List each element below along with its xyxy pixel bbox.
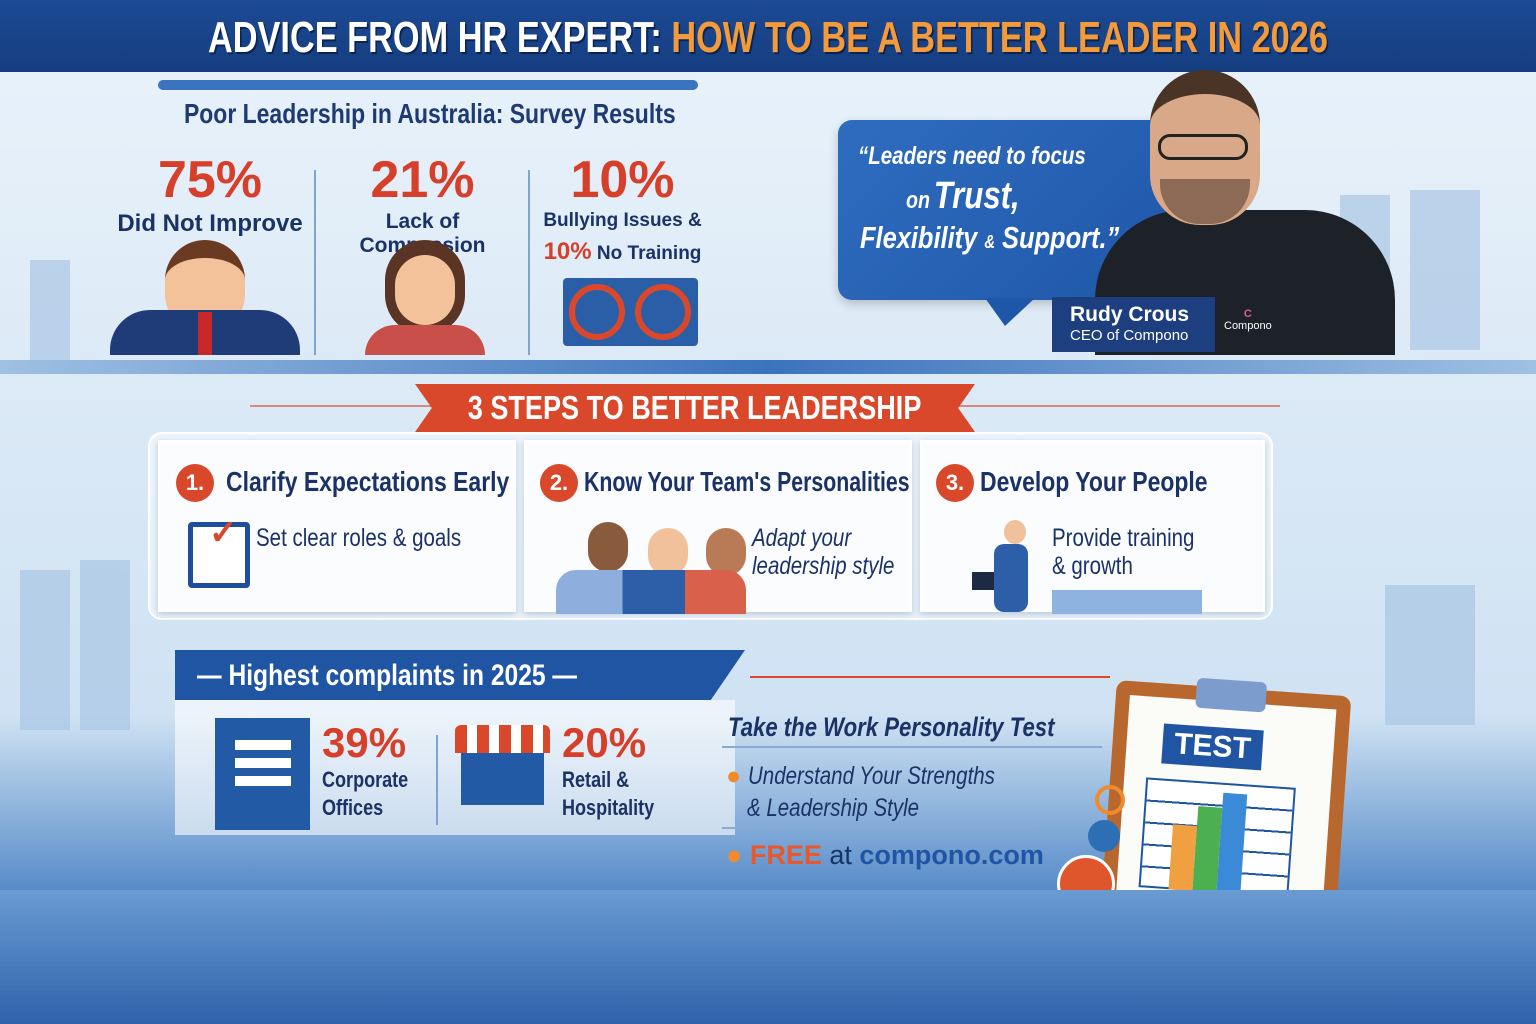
water-background (0, 890, 1536, 1024)
shirt-logo-text: Compono (1224, 320, 1272, 332)
complaint-value: 39% (322, 719, 407, 766)
complaint-label-1: Retail & (562, 767, 630, 792)
clipboard-test-label: TEST (1161, 723, 1264, 771)
step-card-3: 3. Develop Your People Provide training &… (920, 440, 1265, 614)
stat-did-not-improve: 75% Did Not Improve (110, 150, 310, 238)
shop-icon (455, 725, 550, 805)
page-title: ADVICE FROM HR EXPERT: HOW TO BE A BETTE… (208, 0, 1328, 76)
expert-name-card: Rudy Crous CEO of Compono (1052, 297, 1215, 352)
cta-title-text: Take the Work Personality Test (728, 712, 1055, 742)
step-card-2: 2. Know Your Team's Personalities Adapt … (524, 440, 912, 614)
sad-woman-illustration (365, 240, 485, 355)
step-title: Know Your Team's Personalities (584, 466, 910, 497)
cta-bullet-text-2: & Leadership Style (746, 794, 919, 822)
survey-title-text: Poor Leadership in Australia: Survey Res… (184, 98, 676, 129)
badge-icon (1088, 820, 1120, 852)
cta-free-link[interactable]: ● FREE at compono.com (726, 840, 1044, 870)
cta-at: at (829, 840, 852, 870)
cta-bullet-text: Understand Your Strengths (748, 762, 995, 790)
city-building (30, 260, 70, 360)
city-building (1385, 585, 1475, 725)
divider (528, 170, 530, 355)
complaint-retail: 20% Retail & Hospitality (562, 720, 674, 822)
climbing-person-icon (972, 520, 1052, 614)
step-desc-line-1: Provide training (1052, 524, 1195, 552)
step-number: 2. (540, 464, 578, 502)
step-number: 3. (936, 464, 974, 502)
bubble-tail (985, 298, 1035, 326)
office-building-icon (215, 718, 310, 830)
divider (722, 746, 1102, 748)
divider (436, 735, 438, 825)
divider (314, 170, 316, 355)
step-desc-line-2: leadership style (752, 552, 895, 580)
complaint-corporate: 39% Corporate Offices (322, 720, 427, 822)
angry-boss-illustration (110, 240, 300, 355)
expert-photo-head (1150, 70, 1260, 225)
step-card-1: 1. Clarify Expectations Early ✓ Set clea… (158, 440, 516, 612)
step-number: 1. (176, 464, 214, 502)
shield-icon (1095, 785, 1125, 815)
section-divider (0, 360, 1536, 374)
complaint-label-1: Corporate (322, 767, 409, 792)
quote-support: Support.” (1002, 220, 1120, 255)
survey-title: Poor Leadership in Australia: Survey Res… (100, 98, 760, 130)
stat-label: Bullying Issues & (543, 210, 702, 231)
no-bullying-sign-icon (563, 278, 698, 346)
cta-free: FREE (749, 840, 822, 870)
team-people-illustration (556, 522, 746, 614)
complaint-value: 20% (562, 719, 647, 766)
step-title: Clarify Expectations Early (226, 466, 510, 497)
step-title: Develop Your People (980, 466, 1208, 497)
step-desc-line-2: & growth (1052, 552, 1133, 580)
complaints-title: Highest complaints in 2025 (228, 659, 546, 692)
stat-value-2: 10% (543, 238, 592, 265)
stat-value: 75% (157, 151, 263, 209)
quote-amp: & (984, 232, 995, 252)
stat-value: 21% (370, 151, 475, 209)
quote-on: on (906, 187, 931, 214)
expert-role: CEO of Compono (1070, 327, 1189, 344)
quote-line-1: “Leaders need to focus (858, 142, 1086, 170)
divider (722, 827, 1037, 829)
cta-line (750, 676, 1110, 678)
cta-bullet-1: ● Understand Your Strengths & Leadership… (726, 762, 995, 822)
quote-flexibility: Flexibility (860, 220, 978, 255)
city-building (20, 570, 70, 730)
steps-banner: 3 STEPS TO BETTER LEADERSHIP (415, 384, 975, 432)
title-white: ADVICE FROM HR EXPERT: (207, 13, 662, 62)
city-building (1410, 190, 1480, 350)
header-banner: ADVICE FROM HR EXPERT: HOW TO BE A BETTE… (0, 0, 1536, 72)
city-building (80, 560, 130, 730)
title-orange: HOW TO BE A BETTER LEADER IN 2026 (671, 13, 1328, 62)
quote-trust: Trust, (933, 175, 1020, 217)
stat-lack-of-compassion: 21% Lack of Compassion (325, 150, 520, 258)
cta-site-link[interactable]: compono.com (859, 840, 1044, 870)
shirt-logo: C Compono (1224, 308, 1272, 332)
steps-banner-text: 3 STEPS TO BETTER LEADERSHIP (468, 389, 922, 426)
complaints-header: — Highest complaints in 2025 — (175, 650, 745, 700)
stat-label-2: No Training (596, 243, 702, 264)
cta-title: Take the Work Personality Test (728, 712, 1126, 743)
checklist-icon: ✓ (188, 514, 250, 588)
step-desc: Set clear roles & goals (256, 524, 462, 552)
complaint-label-2: Offices (322, 795, 384, 820)
stat-value: 10% (570, 151, 675, 209)
step-desc-line-1: Adapt your (752, 524, 852, 552)
survey-top-bar (158, 80, 698, 90)
complaint-label-2: Hospitality (562, 795, 655, 820)
stat-label: Did Not Improve (117, 210, 303, 237)
stat-bullying: 10% Bullying Issues & 10% No Training (535, 150, 710, 266)
expert-name: Rudy Crous (1070, 303, 1190, 326)
steps-stairs (1052, 590, 1202, 614)
